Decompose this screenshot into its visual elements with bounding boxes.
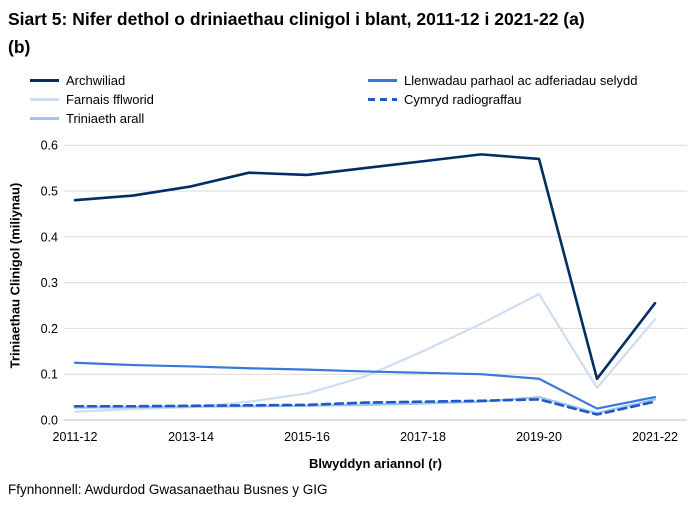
- x-tick-label: 2019-20: [516, 430, 562, 444]
- line-series-archwiliad: [73, 153, 657, 381]
- x-tick-label: 2011-12: [53, 430, 98, 444]
- line-series-llenwadau: [73, 361, 657, 410]
- legend-label: Llenwadau parhaol ac adferiadau selydd: [404, 73, 638, 88]
- chart-title: Siart 5: Nifer dethol o driniaethau clin…: [8, 9, 585, 57]
- legend-line-swatch-archwiliad: [30, 79, 59, 82]
- y-tick-label: 0.1: [41, 368, 58, 382]
- line-series-triniaeth: [73, 396, 657, 415]
- x-tick-label: 2013-14: [168, 430, 214, 444]
- legend-line-swatch-triniaeth-arall: [30, 117, 59, 120]
- legend-label: Farnais fflworid: [66, 92, 154, 107]
- x-tick-label: 2017-18: [400, 430, 446, 444]
- legend-item-triniaeth-arall: Triniaeth arall: [30, 109, 154, 128]
- x-tick-label: 2015-16: [284, 430, 330, 444]
- legend-item-cymryd-radiograffau: Cymryd radiograffau: [368, 90, 637, 109]
- legend-item-archwiliad: Archwiliad: [30, 71, 154, 90]
- y-tick-label: 0.4: [41, 230, 58, 244]
- legend-item-llenwadau: Llenwadau parhaol ac adferiadau selydd: [368, 71, 637, 90]
- legend-label: Archwiliad: [66, 73, 126, 88]
- legend-line-swatch-cymryd-radiograffau: [368, 98, 397, 101]
- legend-line-swatch-farnais-fflworid: [30, 98, 59, 101]
- legend-line-swatch-llenwadau: [368, 79, 397, 82]
- y-tick-label: 0.5: [41, 185, 58, 199]
- y-tick-label: 0.6: [41, 139, 58, 153]
- legend-label: Triniaeth arall: [66, 111, 145, 126]
- legend-label: Cymryd radiograffau: [404, 92, 522, 107]
- chart-plot-area: 0.0 0.1 0.2 0.3 0.4 0.5 0.6 2011-12 2013-14 2015-…: [41, 139, 687, 471]
- line-series-cymryd: [73, 398, 657, 416]
- source-note: Ffynhonnell: Awdurdod Gwasanaethau Busne…: [8, 482, 328, 497]
- legend-column-right: Llenwadau parhaol ac adferiadau selydd C…: [368, 71, 637, 109]
- y-tick-label: 0.2: [41, 322, 58, 336]
- y-tick-label: 0.3: [41, 276, 58, 290]
- y-tick-label: 0.0: [41, 414, 58, 428]
- legend-column-left: Archwiliad Farnais fflworid Triniaeth ar…: [30, 71, 154, 128]
- x-tick-label: 2021-22: [632, 430, 678, 444]
- legend-item-farnais-fflworid: Farnais fflworid: [30, 90, 154, 109]
- x-axis-title: Blwyddyn ariannol (r): [309, 456, 442, 471]
